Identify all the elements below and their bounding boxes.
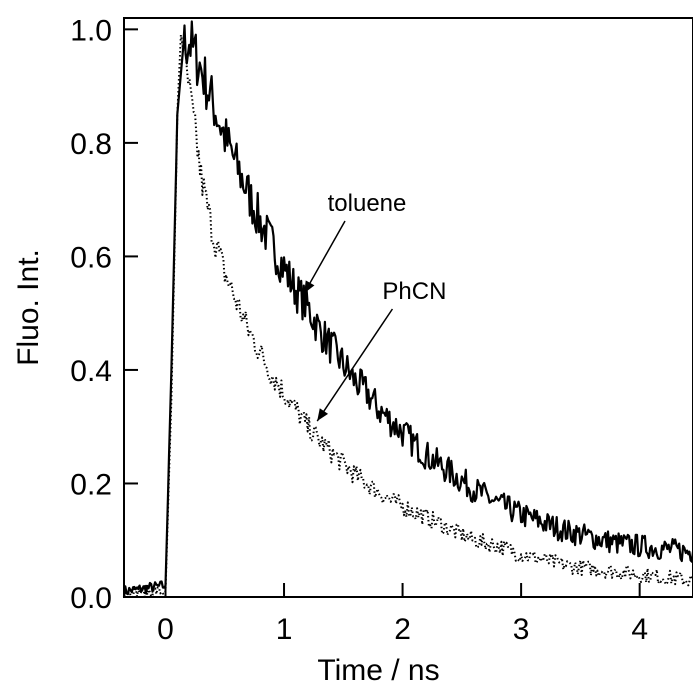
plot-area: toluene PhCN (122, 17, 693, 598)
y-tick-label: 0.2 (70, 468, 112, 501)
x-axis: 0 1 2 3 4 (157, 583, 648, 646)
y-tick-label: 1.0 (70, 14, 112, 47)
annotation-layer: toluene PhCN (303, 190, 446, 422)
x-axis-label: Time / ns (317, 654, 439, 687)
plot-frame (123, 17, 693, 598)
series-layer (122, 20, 693, 598)
y-tick-label: 0.6 (70, 241, 112, 274)
x-tick-label: 4 (631, 613, 648, 646)
y-tick-label: 0.8 (70, 128, 112, 161)
x-tick-label: 3 (513, 613, 530, 646)
x-tick-label: 1 (276, 613, 293, 646)
series-line-phcn (123, 34, 693, 598)
x-tick-label: 2 (394, 613, 411, 646)
annotation-label-toluene: toluene (328, 190, 407, 217)
annotation-arrow-line (303, 220, 346, 294)
y-axis: 0.0 0.2 0.4 0.6 0.8 1.0 (70, 14, 138, 615)
y-axis-label: Fluo. Int. (12, 249, 45, 366)
annotation-arrow-head (317, 408, 329, 422)
x-tick-label: 0 (157, 613, 174, 646)
annotation-arrow-head (304, 280, 315, 294)
series-line-toluene (122, 20, 693, 598)
y-tick-label: 0.4 (70, 355, 112, 388)
annotation-label-phcn: PhCN (382, 278, 446, 305)
y-tick-label: 0.0 (70, 582, 112, 615)
annotation-arrow-line (316, 308, 394, 422)
